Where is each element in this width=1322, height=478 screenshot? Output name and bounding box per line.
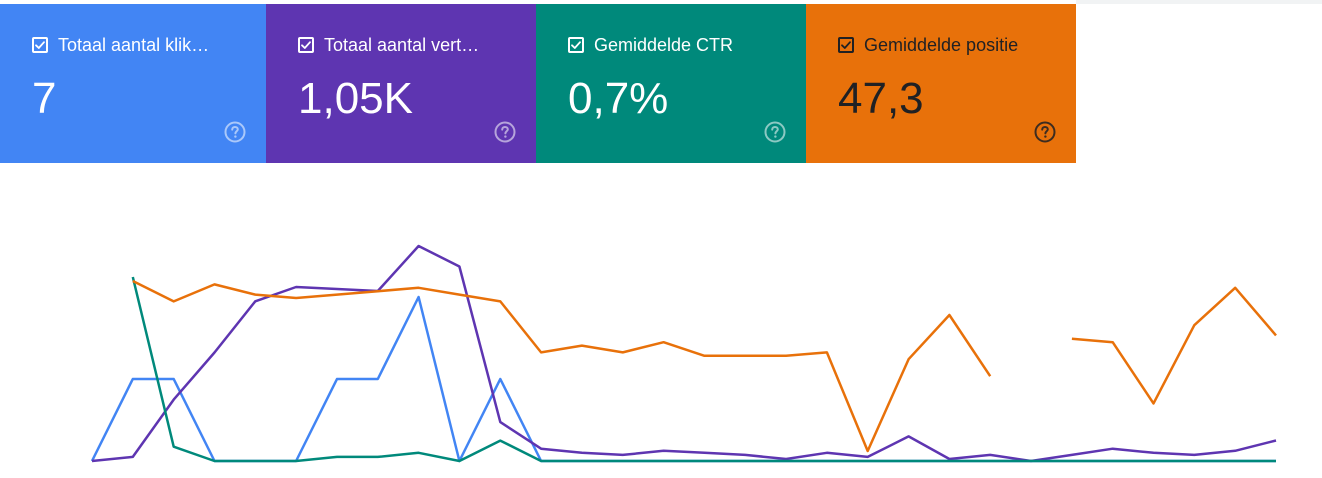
checkbox-checked-icon[interactable] (838, 37, 854, 53)
metric-label: Gemiddelde CTR (594, 35, 734, 55)
chart-series-group (90, 244, 1277, 463)
metric-value: 0,7% (568, 74, 669, 123)
metric-label: Gemiddelde positie (864, 35, 1019, 55)
help-circle-icon[interactable] (494, 121, 516, 143)
metric-card-impressions[interactable]: Totaal aantal vert… 1,05K (266, 4, 536, 163)
metric-label: Totaal aantal klik… (58, 35, 210, 55)
series-line-gemiddelde-ctr (131, 276, 1276, 463)
checkbox-checked-icon[interactable] (298, 37, 314, 53)
metric-card-header: Totaal aantal klik… (32, 34, 209, 56)
metric-value: 7 (32, 74, 57, 123)
metric-card-header: Totaal aantal vert… (298, 34, 479, 56)
checkbox-checked-icon[interactable] (568, 37, 584, 53)
checkbox-checked-icon[interactable] (32, 37, 48, 53)
metric-card-position[interactable]: Gemiddelde positie 47,3 (806, 4, 1076, 163)
performance-line-chart (90, 244, 1277, 463)
series-line-totaal-aantal-klik (90, 295, 1276, 463)
metric-card-header: Gemiddelde CTR (568, 34, 733, 56)
metric-value: 1,05K (298, 74, 413, 123)
metric-card-clicks[interactable]: Totaal aantal klik… 7 (0, 4, 266, 163)
metric-value: 47,3 (838, 74, 924, 123)
metric-card-ctr[interactable]: Gemiddelde CTR 0,7% (536, 4, 806, 163)
series-line-gemiddelde-positie (132, 279, 1277, 453)
help-circle-icon[interactable] (1034, 121, 1056, 143)
series-line-totaal-aantal-vert (91, 244, 1277, 463)
metric-label: Totaal aantal vert… (324, 35, 480, 55)
metric-card-header: Gemiddelde positie (838, 34, 1018, 56)
metric-cards: Totaal aantal klik… 7 Totaal aantal vert… (0, 4, 1076, 163)
top-divider-strip (1076, 0, 1322, 4)
help-circle-icon[interactable] (764, 121, 786, 143)
help-circle-icon[interactable] (224, 121, 246, 143)
